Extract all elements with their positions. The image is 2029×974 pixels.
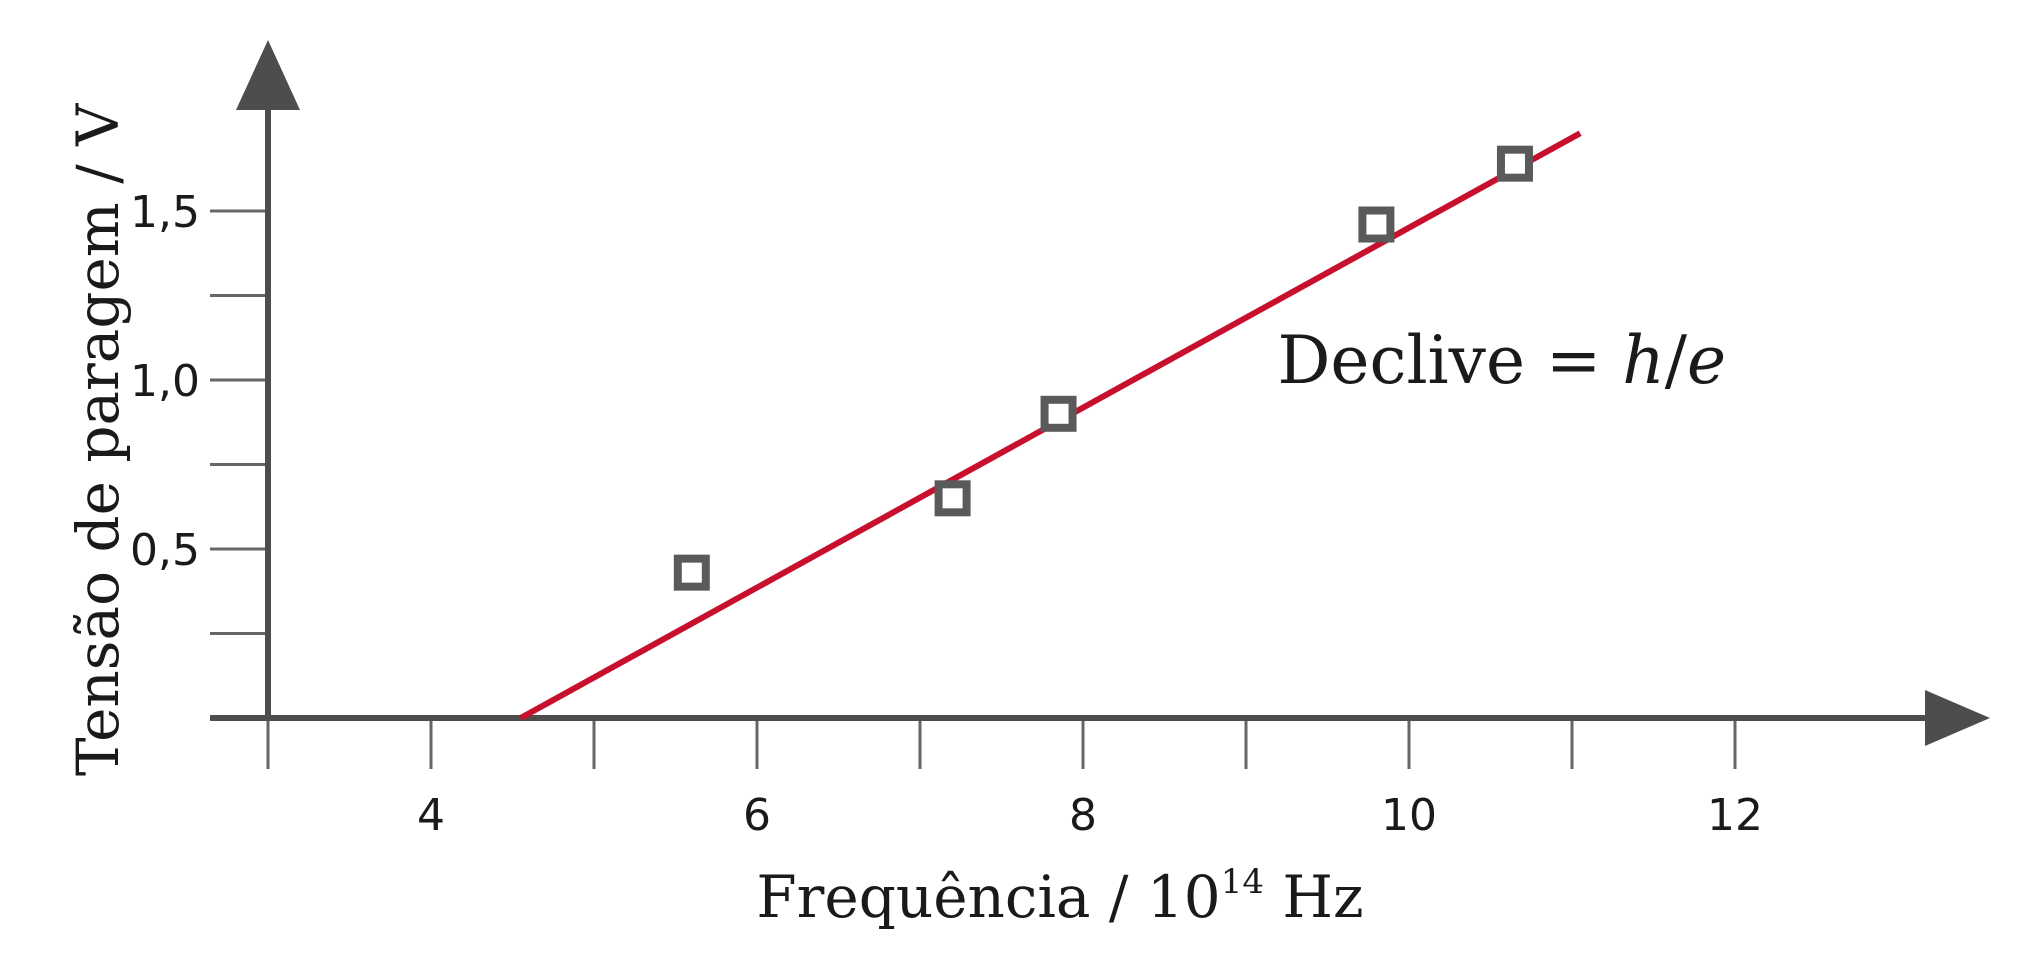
x-tick-label: 12	[1707, 790, 1763, 841]
x-axis-ticks	[266, 718, 1737, 769]
x-tick-label: 8	[1069, 790, 1097, 841]
data-point-marker	[1496, 145, 1533, 182]
y-tick-label: 1,5	[130, 187, 200, 238]
y-axis-arrowhead	[236, 40, 300, 110]
slope-annotation-e: e	[1687, 322, 1726, 399]
y-axis-title: Tensão de paragem / V	[64, 103, 132, 776]
data-point-marker	[1358, 206, 1395, 243]
slope-annotation-prefix: Declive =	[1278, 322, 1623, 399]
x-tick-label: 6	[743, 790, 771, 841]
slope-annotation: Declive = h/e	[1278, 322, 1727, 399]
x-axis-title: Frequência / 1014 Hz	[756, 862, 1363, 931]
y-axis-ticks	[210, 209, 268, 720]
x-axis-arrowhead	[1925, 690, 1990, 746]
y-tick-label: 0,5	[130, 525, 200, 576]
y-tick-label: 1,0	[130, 356, 200, 407]
x-tick-label: 10	[1381, 790, 1437, 841]
slope-annotation-h: h	[1622, 322, 1665, 399]
data-point-marker	[673, 554, 710, 591]
data-point-marker	[1040, 395, 1077, 432]
x-axis-tick-labels: 4 6 8 10 12	[417, 790, 1763, 841]
x-axis-title-exponent: 14	[1221, 862, 1264, 902]
x-axis-title-text: Frequência / 10	[756, 863, 1220, 931]
y-axis-tick-labels: 0,5 1,0 1,5	[130, 187, 200, 576]
data-points	[673, 145, 1533, 591]
data-point-marker	[934, 480, 971, 517]
x-tick-label: 4	[417, 790, 445, 841]
x-axis-title-unit: Hz	[1264, 863, 1364, 931]
slope-annotation-slash: /	[1665, 322, 1688, 399]
